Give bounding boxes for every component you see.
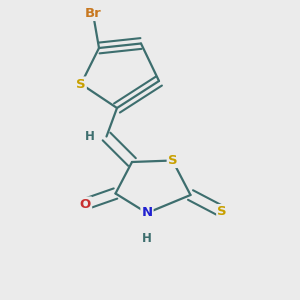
Text: H: H [85,130,95,143]
Text: S: S [168,154,177,167]
Text: O: O [80,197,91,211]
Text: N: N [141,206,153,220]
Text: Br: Br [85,7,101,20]
Text: S: S [76,77,86,91]
Text: H: H [142,232,152,245]
Text: S: S [217,205,227,218]
